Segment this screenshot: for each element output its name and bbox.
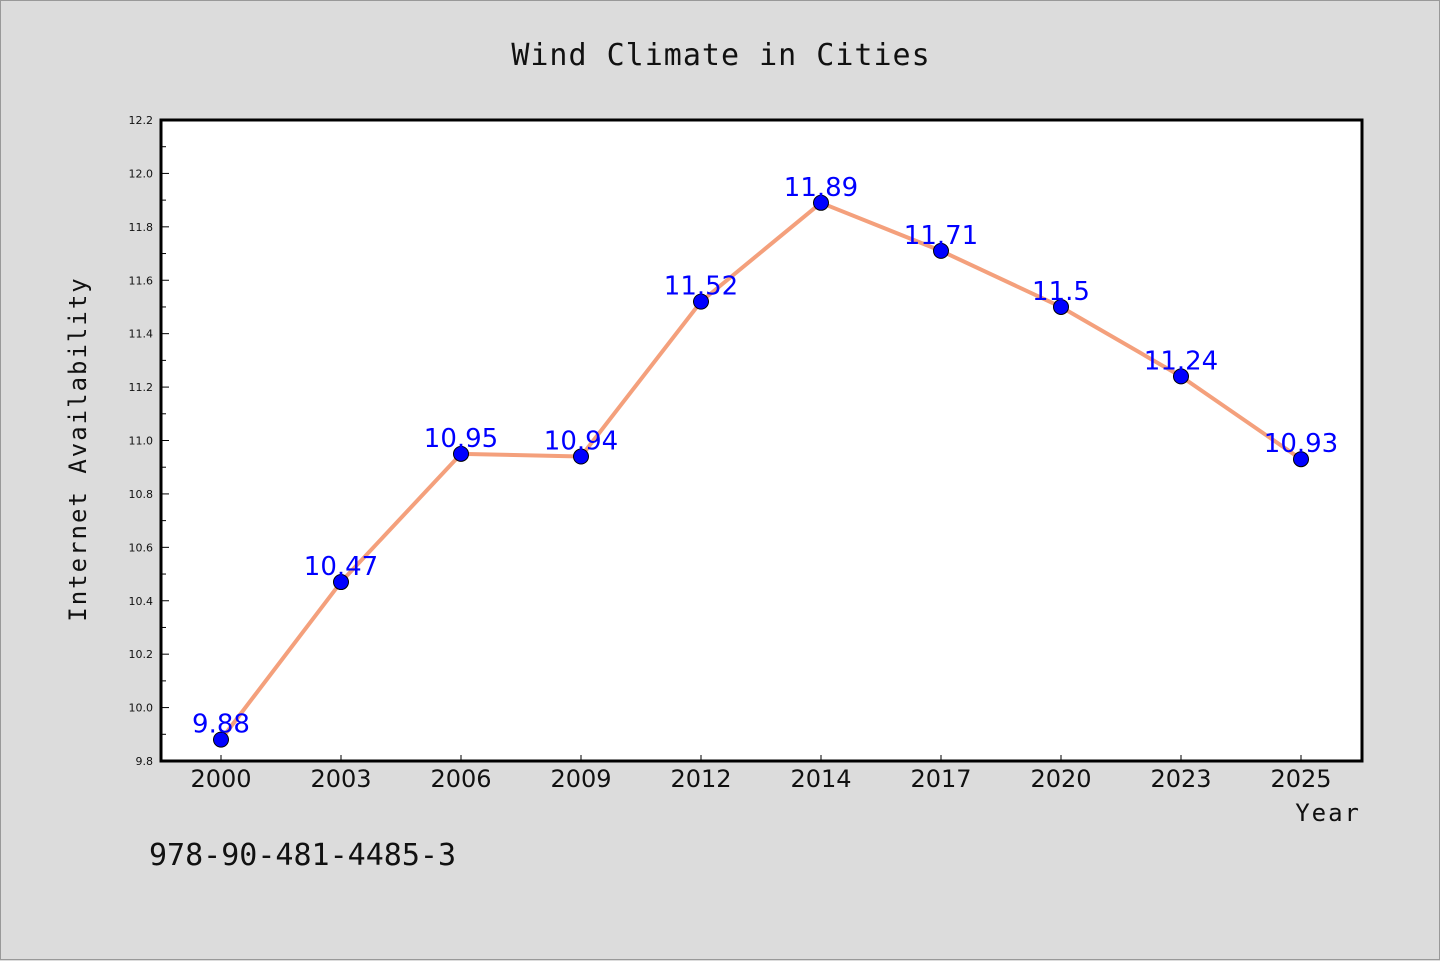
y-tick-label: 10.8 <box>129 488 154 501</box>
data-labels: 9.88 10.47 10.95 10.94 11.52 11.89 11.71 11.5 11… <box>192 173 1338 740</box>
y-tick-label: 10.2 <box>129 648 154 661</box>
plot-border <box>159 118 1364 763</box>
data-label: 11.24 <box>1144 346 1218 376</box>
y-tick-label: 12.2 <box>129 114 154 127</box>
x-axis-label: Year <box>1295 799 1361 827</box>
y-axis-label: Internet Availability <box>64 276 92 621</box>
x-tick-label: 2020 <box>1030 765 1091 793</box>
x-tick-label: 2012 <box>670 765 731 793</box>
y-tick-label: 12.0 <box>129 167 154 180</box>
x-tick-label: 2003 <box>310 765 371 793</box>
plot-area <box>161 120 1362 761</box>
data-point <box>1053 298 1069 315</box>
data-label: 10.93 <box>1264 429 1338 459</box>
x-tick-label: 2025 <box>1270 765 1331 793</box>
series-line <box>219 200 1303 741</box>
x-tick-label: 2023 <box>1150 765 1211 793</box>
y-tick-label: 10.0 <box>129 702 154 715</box>
x-axis: 2000 2003 2006 2009 2012 2014 2017 2020 2023 2025 <box>190 755 1332 793</box>
data-point <box>1293 451 1309 468</box>
y-tick-label: 11.6 <box>129 274 154 287</box>
y-tick-label: 11.8 <box>129 221 154 234</box>
data-label: 10.95 <box>424 424 498 454</box>
data-label: 11.89 <box>784 173 858 203</box>
x-tick-label: 2006 <box>430 765 491 793</box>
y-tick-label: 10.4 <box>129 595 154 608</box>
data-point <box>813 194 829 211</box>
data-point <box>333 574 349 591</box>
data-label: 10.94 <box>544 427 618 457</box>
x-tick-label: 2009 <box>550 765 611 793</box>
y-axis: 9.8 10.0 10.2 10.4 10.6 10.8 11.0 11.2 11.4 11.6 1… <box>129 114 169 768</box>
data-point <box>453 445 469 462</box>
x-tick-label: 2000 <box>190 765 251 793</box>
data-label: 11.5 <box>1032 277 1090 307</box>
data-point <box>1173 368 1189 385</box>
data-label: 10.47 <box>304 552 378 582</box>
data-label: 11.71 <box>904 221 978 251</box>
data-point <box>573 448 589 465</box>
y-tick-label: 11.2 <box>129 381 154 394</box>
data-point <box>693 293 709 310</box>
y-tick-label: 9.8 <box>136 755 154 768</box>
data-label: 9.88 <box>192 710 250 740</box>
y-tick-label: 10.6 <box>129 541 154 554</box>
data-point <box>933 242 949 259</box>
data-point <box>213 731 229 748</box>
data-label: 11.52 <box>664 272 738 302</box>
data-points <box>213 194 1309 748</box>
isbn-annotation: 978-90-481-4485-3 <box>149 838 456 873</box>
chart-title: Wind Climate in Cities <box>511 38 930 73</box>
y-tick-label: 11.4 <box>129 328 154 341</box>
x-tick-label: 2017 <box>910 765 971 793</box>
y-tick-label: 11.0 <box>129 435 154 448</box>
x-tick-label: 2014 <box>790 765 851 793</box>
